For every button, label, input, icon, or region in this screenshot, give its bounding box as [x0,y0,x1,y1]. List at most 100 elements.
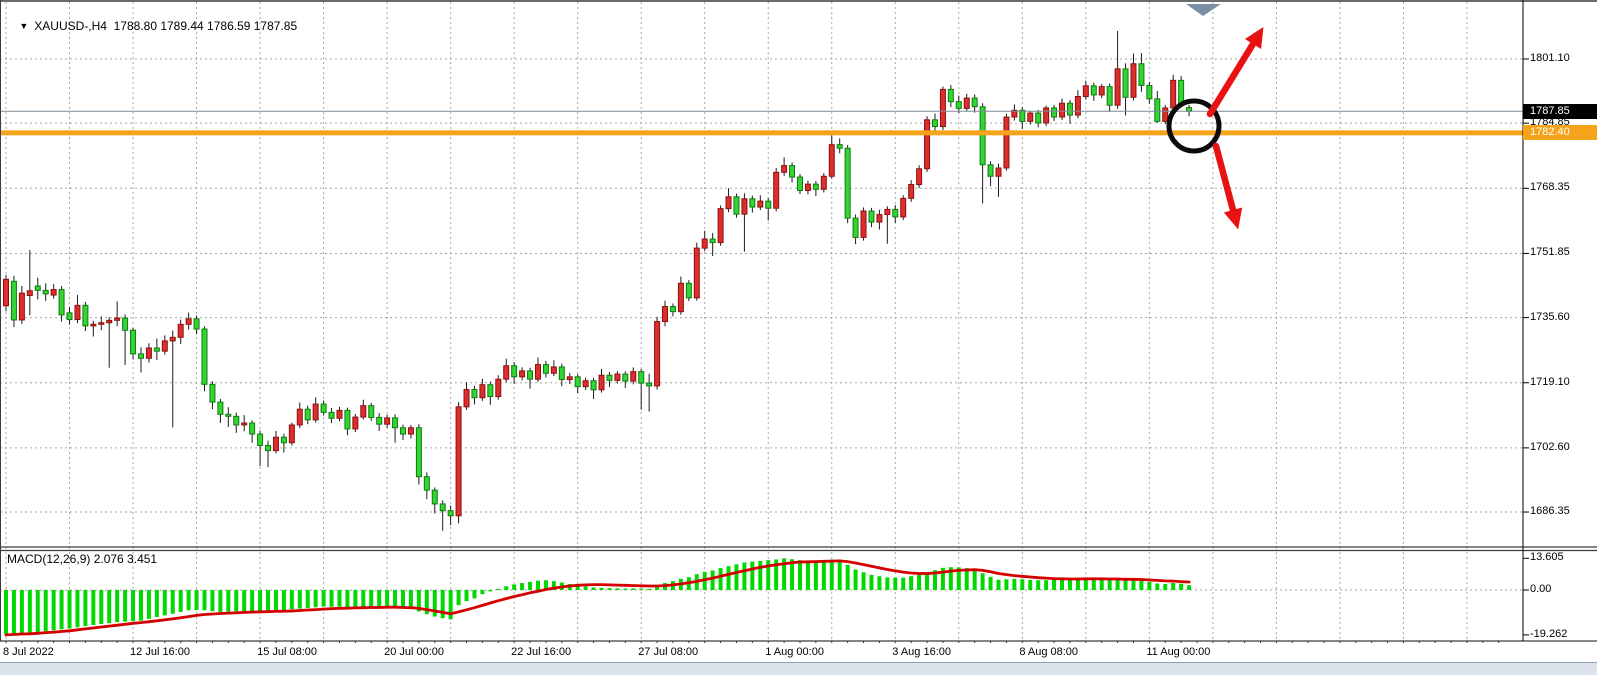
macd-histogram-bar [1012,578,1017,590]
bull-candle [360,405,367,418]
macd-histogram-bar [146,590,151,619]
macd-axis-label: 13.605 [1530,551,1564,564]
bull-candle [662,306,669,323]
macd-indicator-label: MACD(12,26,9) 2.076 3.451 [7,552,158,566]
macd-histogram-bar [718,568,723,590]
bull-candle [495,378,502,398]
macd-histogram-bar [1052,579,1057,590]
bear-candle [638,371,645,384]
macd-histogram-bar [1187,585,1192,590]
bull-candle [773,171,780,209]
macd-histogram-bar [51,590,56,631]
bull-candle [884,208,891,216]
bear-candle [812,183,819,190]
macd-histogram-bar [750,561,755,590]
macd-histogram-bar [408,590,413,609]
macd-histogram-bar [59,590,64,630]
bull-candle [18,292,25,321]
macd-histogram-bar [202,590,207,611]
macd-axis-label: -19.262 [1530,627,1568,640]
macd-histogram-bar [448,590,453,620]
macd-histogram-bar [1091,578,1096,590]
bull-candle [534,364,541,380]
bull-candle [804,183,811,191]
macd-histogram-bar [258,590,263,612]
price-axis-label: 1702.60 [1530,440,1570,453]
bull-candle [352,416,359,430]
bull-candle [1043,107,1050,124]
macd-axis-label: 0.00 [1530,583,1552,595]
bull-candle [241,422,248,426]
macd-histogram-bar [472,590,477,599]
bear-candle [439,503,446,512]
bull-candle [701,238,708,249]
macd-histogram-bar [607,588,612,590]
bear-candle [415,427,422,478]
bear-candle [844,147,851,219]
current-price-badge: 1787.85 [1523,103,1597,119]
macd-histogram-bar [972,569,977,590]
macd-histogram-bar [639,588,644,590]
bull-candle [963,97,970,109]
bull-candle [1098,86,1105,96]
macd-histogram-bar [321,590,326,607]
symbol-dropdown-icon[interactable]: ▼ [19,21,29,31]
bear-candle [423,476,430,491]
horizontal-level-badge: 1782.40 [1523,125,1597,141]
bull-candle [995,167,1002,177]
bear-candle [590,380,597,391]
macd-histogram-bar [1036,580,1041,590]
bull-candle [463,388,470,408]
bottom-strip [0,662,1597,675]
macd-histogram-bar [655,585,660,590]
bear-candle [765,200,772,209]
macd-histogram-bar [432,590,437,617]
bear-candle [82,304,89,327]
macd-histogram-bar [1147,581,1152,590]
bear-candle [137,353,144,359]
bear-candle [622,373,629,382]
macd-histogram-bar [337,590,342,607]
macd-histogram-bar [107,590,112,624]
macd-histogram-bar [218,590,223,612]
bear-candle [153,347,160,352]
cursor-marker-triangle [1186,4,1221,16]
time-axis-label: 15 Jul 08:00 [257,646,318,658]
bear-candle [511,365,518,378]
bear-candle [400,427,406,435]
macd-histogram-bar [988,576,993,590]
bear-candle [130,329,137,355]
macd-histogram-bar [599,587,604,590]
chart-canvas[interactable] [0,0,1597,643]
bear-candle [447,510,454,517]
bull-candle [384,417,391,425]
macd-histogram-bar [281,590,286,611]
bull-candle [106,319,113,324]
price-axis-label: 1751.85 [1530,246,1570,259]
macd-signal-line [4,559,1191,637]
bear-candle [392,417,399,429]
bull-candle [296,408,303,426]
bear-candle [892,208,899,218]
macd-histogram-bar [488,590,493,592]
bear-candle [1051,107,1058,118]
bear-candle [797,176,803,191]
macd-histogram-bar [393,590,398,608]
macd-histogram-bar [154,590,159,618]
bear-candle [971,97,978,108]
macd-histogram-bar [1004,579,1009,590]
macd-histogram-bar [226,590,231,612]
bull-candle [455,406,462,517]
macd-histogram-bar [1083,578,1088,590]
bull-candle [860,210,867,238]
bull-candle [741,198,748,215]
ohlc-readout: 1788.80 1789.44 1786.59 1787.85 [113,19,298,33]
time-axis[interactable] [0,643,1597,662]
macd-histogram-bar [496,588,501,590]
macd-histogram-bar [250,590,255,611]
macd-histogram-bar [464,590,469,602]
macd-histogram-bar [162,590,167,616]
macd-histogram-bar [798,560,802,590]
bear-candle [542,364,549,374]
macd-histogram-bar [353,590,358,607]
